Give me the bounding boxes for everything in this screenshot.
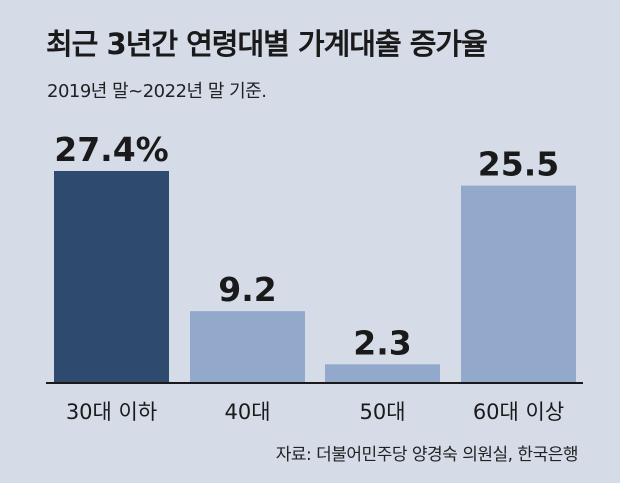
bar-4	[461, 185, 576, 382]
category-label-4: 60대 이상	[473, 400, 564, 424]
bar-2	[190, 311, 305, 382]
chart-subtitle: 2019년 말~2022년 말 기준.	[47, 81, 267, 102]
value-label-3: 2.3	[353, 323, 411, 362]
category-label-1: 30대 이하	[66, 400, 157, 424]
bar-1	[54, 171, 169, 382]
value-label-2: 9.2	[218, 270, 276, 309]
category-label-3: 50대	[359, 400, 405, 424]
bar-3	[325, 364, 440, 382]
value-label-1: 27.4%	[54, 130, 169, 169]
category-label-2: 40대	[224, 400, 270, 424]
source-note: 자료: 더불어민주당 양경숙 의원실, 한국은행	[275, 445, 579, 465]
value-label-4: 25.5	[478, 145, 559, 184]
chart-title: 최근 3년간 연령대별 가계대출 증가율	[46, 27, 488, 61]
